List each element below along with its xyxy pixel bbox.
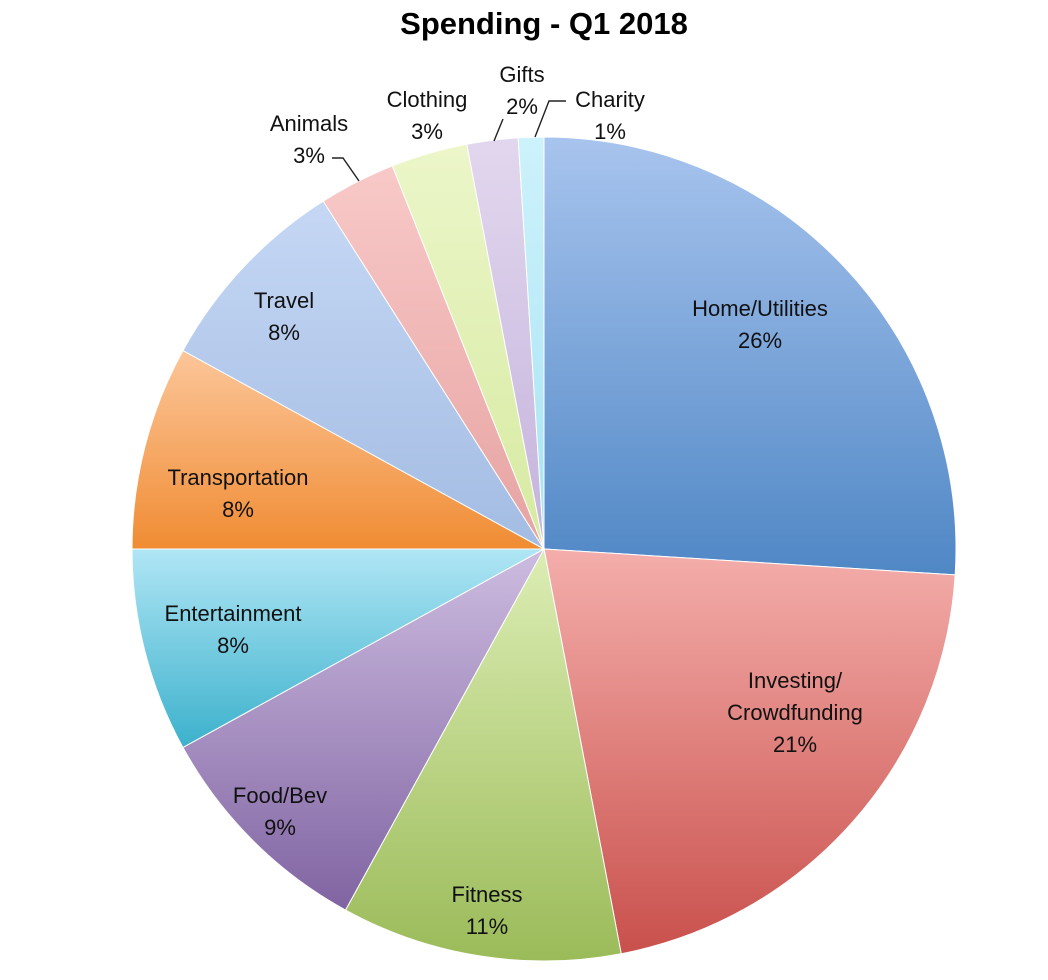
slice-label: Charity 1% [575, 87, 645, 144]
leader-line [332, 157, 360, 182]
slice-name: Entertainment [165, 601, 302, 626]
slice-label: Animals 3% [270, 111, 348, 168]
slice-label: Transportation 8% [167, 465, 308, 522]
pie-slice-charity [517, 136, 545, 550]
pie-slice-fitness [344, 547, 622, 962]
slice-percent: 9% [264, 815, 296, 840]
pie-slice-entertainment [131, 548, 545, 749]
slice-name: Investing/ [748, 668, 843, 693]
slice-name: Charity [575, 87, 645, 112]
slice-percent: 1% [594, 119, 626, 144]
leader-line [534, 100, 566, 138]
slice-percent: 26% [738, 328, 782, 353]
pie-slice-travel [182, 200, 545, 550]
slice-name: Animals [270, 111, 348, 136]
slice-name: Gifts [499, 62, 544, 87]
slice-label: Entertainment 8% [165, 601, 302, 658]
slice-percent: 3% [411, 119, 443, 144]
slice-percent: 21% [773, 732, 817, 757]
slice-name: Travel [254, 288, 314, 313]
slice-name: Fitness [452, 882, 523, 907]
chart-title: Spending - Q1 2018 [400, 6, 688, 41]
slice-label: Home/Utilities 26% [692, 296, 828, 353]
slice-label: Investing/Crowdfunding 21% [727, 668, 863, 757]
slice-label: Clothing 3% [387, 87, 468, 144]
slice-label: Food/Bev 9% [233, 783, 327, 840]
slice-percent: 8% [268, 320, 300, 345]
pie-slice-food-bev [182, 547, 546, 911]
slice-percent: 8% [217, 633, 249, 658]
slice-name: Crowdfunding [727, 700, 863, 725]
slice-percent: 2% [506, 94, 538, 119]
slice-name: Clothing [387, 87, 468, 112]
pie-slice-investing-crowdfunding [543, 548, 956, 955]
slice-name: Home/Utilities [692, 296, 828, 321]
slice-percent: 11% [466, 914, 508, 939]
slice-label: Travel 8% [254, 288, 314, 345]
slice-percent: 8% [222, 497, 254, 522]
slice-label: Gifts 2% [499, 62, 544, 119]
leader-line [493, 118, 504, 142]
slice-percent: 3% [293, 143, 325, 168]
pie-slice-home-utilities [543, 136, 957, 576]
slice-name: Food/Bev [233, 783, 327, 808]
slice-label: Fitness 11% [452, 882, 523, 939]
slice-name: Transportation [167, 465, 308, 490]
pie-slice-transportation [131, 349, 545, 550]
